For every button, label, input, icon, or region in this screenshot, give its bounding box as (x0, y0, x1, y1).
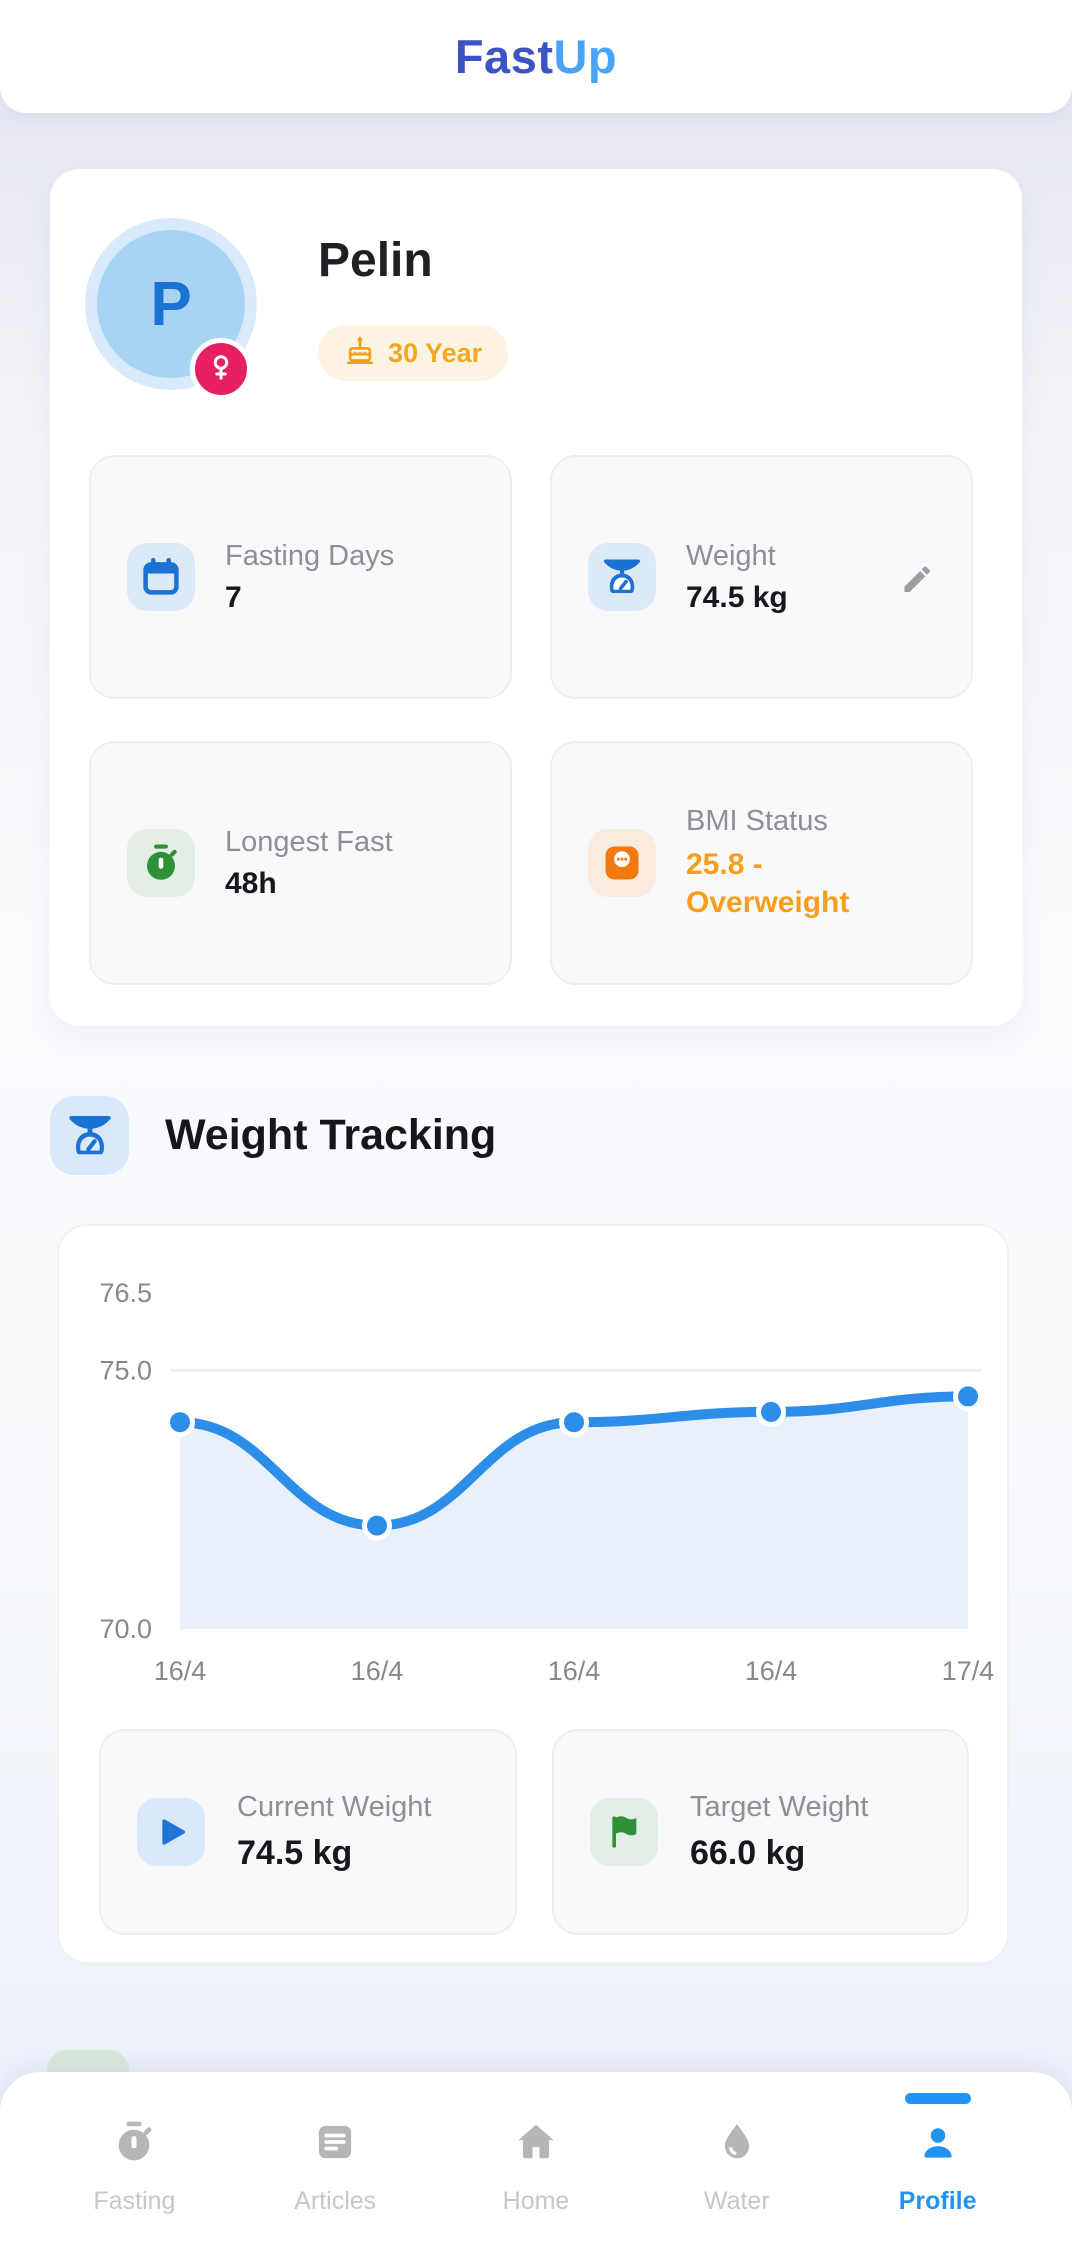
home-icon (513, 2117, 559, 2167)
stat-card-weight[interactable]: Weight 74.5 kg (550, 455, 973, 699)
age-badge: 30 Year (318, 325, 509, 381)
flag-icon (590, 1798, 658, 1866)
stat-value: 74.5 kg (686, 580, 788, 614)
stat-value: 7 (225, 580, 242, 614)
target-weight-card[interactable]: Target Weight 66.0 kg (552, 1729, 969, 1935)
stat-card-bmi-status[interactable]: BMI Status 25.8 - Overweight (550, 741, 973, 985)
app-logo: FastUp (455, 29, 617, 84)
svg-text:16/4: 16/4 (745, 1656, 798, 1686)
summary-label: Current Weight (237, 1791, 432, 1823)
stat-label: BMI Status (686, 805, 828, 837)
top-app-bar: FastUp (0, 0, 1072, 113)
stat-label: Weight (686, 539, 776, 572)
current-weight-card[interactable]: Current Weight 74.5 kg (99, 1729, 517, 1935)
nav-item-articles[interactable]: Articles (235, 2072, 436, 2245)
profile-card: P Pelin 30 Year Fasting Days 7 (50, 169, 1022, 1026)
bottom-navigation: Fasting Articles Home Water Profile (0, 2072, 1072, 2245)
stopwatch-icon (127, 829, 195, 897)
nav-item-home[interactable]: Home (436, 2072, 637, 2245)
svg-text:16/4: 16/4 (154, 1656, 207, 1686)
weight-scale-icon (50, 1096, 129, 1175)
stat-label: Fasting Days (225, 539, 395, 572)
age-badge-label: 30 Year (388, 337, 483, 368)
birthday-cake-icon (344, 335, 376, 372)
articles-icon (312, 2117, 358, 2167)
female-icon (206, 352, 236, 387)
stopwatch-icon (111, 2117, 157, 2167)
weight-summary-grid: Current Weight 74.5 kg Target Weight 66.… (99, 1729, 969, 1935)
svg-text:16/4: 16/4 (351, 1656, 404, 1686)
profile-stats-grid: Fasting Days 7 Weight 74.5 kg (89, 455, 973, 985)
stat-value: 48h (225, 866, 277, 900)
svg-text:16/4: 16/4 (548, 1656, 601, 1686)
nav-item-profile[interactable]: Profile (837, 2072, 1038, 2245)
summary-value: 74.5 kg (237, 1834, 353, 1872)
calendar-icon (127, 543, 195, 611)
nav-label: Home (502, 2187, 570, 2215)
svg-text:76.5: 76.5 (99, 1278, 152, 1308)
nav-label: Articles (294, 2187, 377, 2215)
edit-weight-button[interactable] (899, 561, 935, 602)
nav-label: Fasting (93, 2187, 176, 2215)
water-drop-icon (715, 2117, 759, 2167)
weight-line-chart: 76.575.070.016/4 16/4 16/4 16/4 17/4 (99, 1278, 995, 1686)
summary-label: Target Weight (690, 1791, 869, 1823)
profile-name: Pelin (318, 234, 433, 287)
app-logo-secondary: Up (553, 30, 618, 83)
avatar-ring: P (85, 218, 257, 390)
bmi-scale-icon (588, 829, 656, 897)
pencil-icon (904, 566, 930, 593)
section-title: Weight Tracking (165, 1111, 497, 1159)
stat-card-longest-fast[interactable]: Longest Fast 48h (89, 741, 512, 985)
stat-value: 25.8 - Overweight (686, 848, 850, 919)
summary-value: 66.0 kg (690, 1834, 806, 1872)
person-icon (915, 2117, 961, 2167)
weight-tracking-section-head: Weight Tracking (50, 1096, 496, 1175)
nav-item-fasting[interactable]: Fasting (34, 2072, 235, 2245)
avatar-initial: P (150, 269, 192, 339)
svg-text:17/4: 17/4 (942, 1656, 995, 1686)
svg-text:75.0: 75.0 (99, 1356, 152, 1386)
app-logo-primary: Fast (454, 30, 554, 83)
gender-badge (190, 338, 252, 400)
active-tab-indicator (904, 2093, 971, 2104)
nav-item-water[interactable]: Water (636, 2072, 837, 2245)
svg-text:70.0: 70.0 (99, 1614, 152, 1644)
play-icon (137, 1798, 205, 1866)
nav-label: Profile (898, 2187, 977, 2215)
weight-scale-icon (588, 543, 656, 611)
nav-label: Water (703, 2187, 770, 2215)
stat-card-fasting-days[interactable]: Fasting Days 7 (89, 455, 512, 699)
stat-label: Longest Fast (225, 825, 393, 858)
weight-chart-card: 76.5 75.0 70.0 16/4 16/4 16/4 16/4 17/4 Current… (57, 1224, 1009, 1964)
